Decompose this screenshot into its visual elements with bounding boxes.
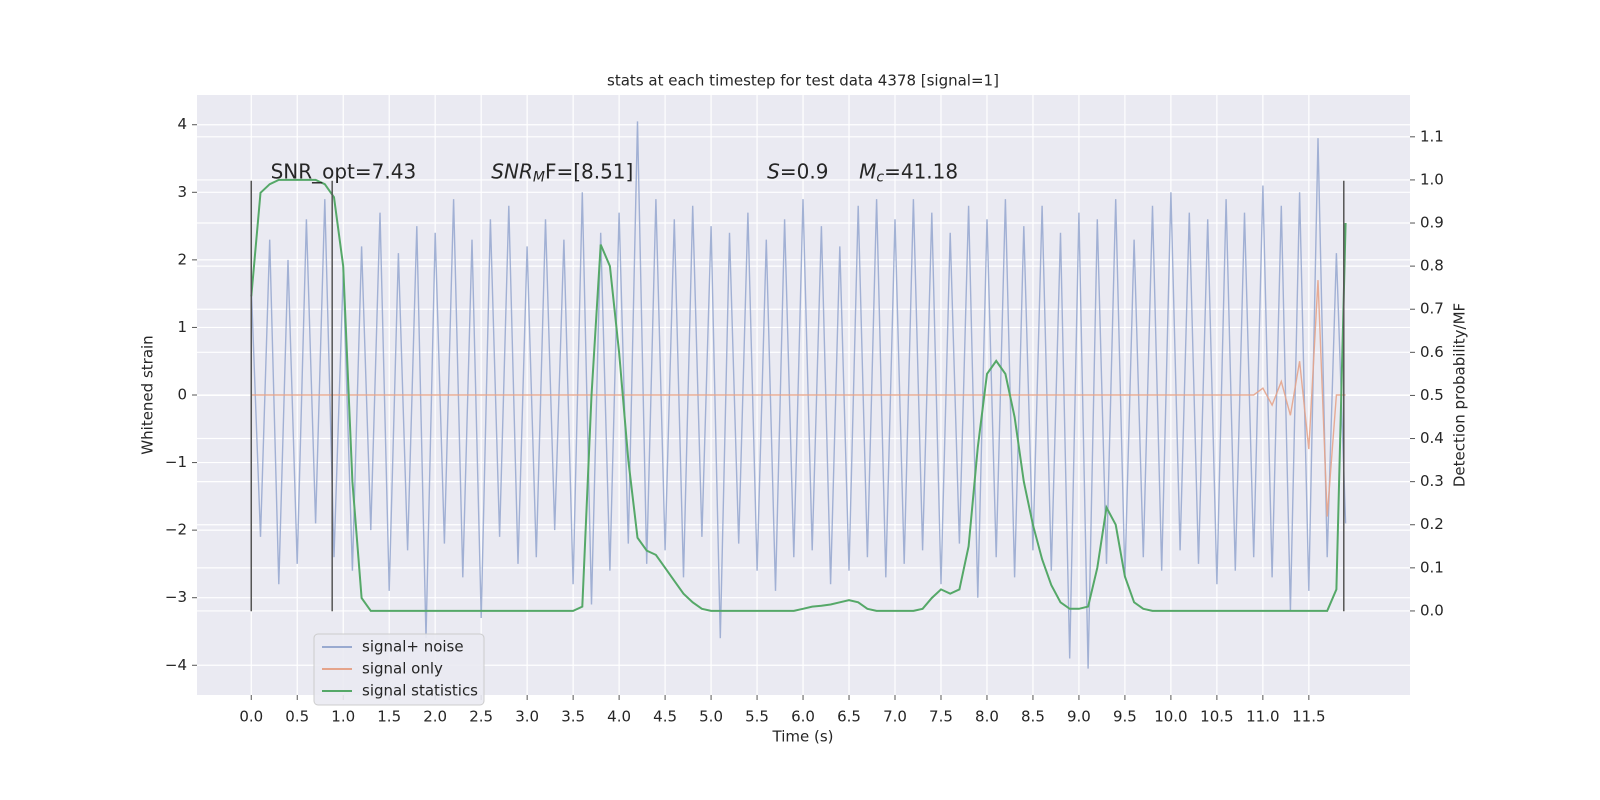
y2-tick-label: 1.1 — [1420, 127, 1444, 145]
annotation-part: =41.18 — [884, 159, 958, 183]
series-line — [250, 178, 1347, 612]
y2-tick-label: 0.6 — [1420, 343, 1444, 361]
annotation-part: S — [767, 159, 780, 183]
x-tick-label: 1.0 — [331, 708, 355, 726]
y-tick-label: −3 — [165, 588, 187, 606]
x-tick-label: 11.0 — [1246, 708, 1279, 726]
x-tick-label: 8.0 — [975, 708, 999, 726]
annotation-part: =0.9 — [780, 159, 829, 183]
y-tick-label: 2 — [177, 250, 187, 268]
y2-tick-label: 0.8 — [1420, 257, 1444, 275]
y-tick-label: −1 — [165, 453, 187, 471]
y2-tick-label: 0.4 — [1420, 429, 1444, 447]
x-tick-label: 5.0 — [699, 708, 723, 726]
y2-tick-label: 0.3 — [1420, 472, 1444, 490]
y2-tick-label: 0.5 — [1420, 386, 1444, 404]
x-tick-label: 8.5 — [1021, 708, 1045, 726]
x-tick-label: 6.0 — [791, 708, 815, 726]
x-tick-label: 11.5 — [1292, 708, 1325, 726]
annotation-part: SNR_opt=7.43 — [271, 159, 417, 183]
x-tick-label: 10.0 — [1154, 708, 1187, 726]
legend-label: signal only — [362, 660, 443, 678]
y-tick-label: 4 — [177, 115, 187, 133]
y2-tick-label: 0.7 — [1420, 300, 1444, 318]
x-tick-label: 3.5 — [561, 708, 585, 726]
legend-label: signal+ noise — [362, 638, 464, 656]
x-tick-label: 4.5 — [653, 708, 677, 726]
y2-tick-label: 0.9 — [1420, 214, 1444, 232]
y-axis-label: Whitened strain — [139, 335, 157, 454]
x-tick-label: 0.0 — [239, 708, 263, 726]
y2-tick-label: 1.0 — [1420, 170, 1444, 188]
x-tick-label: 0.5 — [285, 708, 309, 726]
x-tick-label: 9.0 — [1067, 708, 1091, 726]
x-tick-label: 5.5 — [745, 708, 769, 726]
x-tick-label: 7.0 — [883, 708, 907, 726]
x-tick-label: 7.5 — [929, 708, 953, 726]
y2-tick-label: 0.2 — [1420, 515, 1444, 533]
annotation: Mc=41.18 — [859, 159, 958, 186]
series-line — [251, 280, 1346, 517]
annotation: SNR_opt=7.43 — [271, 159, 417, 183]
y2-tick-label: 0.1 — [1420, 558, 1444, 576]
y2-axis-label: Detection probability/MF — [1451, 303, 1469, 487]
x-axis-label: Time (s) — [772, 728, 834, 746]
series-line — [250, 121, 1347, 669]
legend-box — [313, 633, 485, 706]
legend-label: signal statistics — [362, 682, 478, 700]
x-tick-label: 1.5 — [377, 708, 401, 726]
x-tick-label: 2.0 — [423, 708, 447, 726]
annotation-part: F=[8.51] — [545, 159, 633, 183]
annotation: SNRMF=[8.51] — [491, 159, 633, 186]
x-tick-label: 4.0 — [607, 708, 631, 726]
y-tick-label: 1 — [177, 318, 187, 336]
x-tick-label: 10.5 — [1200, 708, 1233, 726]
y-tick-label: 0 — [177, 386, 187, 404]
annotation-part: M — [533, 170, 545, 186]
y-tick-label: 3 — [177, 183, 187, 201]
annotation-part: M — [859, 159, 876, 183]
x-tick-label: 9.5 — [1113, 708, 1137, 726]
chart-title: stats at each timestep for test data 437… — [607, 72, 999, 90]
annotation-part: c — [876, 170, 884, 186]
y-tick-label: −2 — [165, 521, 187, 539]
x-tick-label: 6.5 — [837, 708, 861, 726]
x-tick-label: 2.5 — [469, 708, 493, 726]
y-tick-label: −4 — [165, 656, 187, 674]
annotation: S=0.9 — [767, 159, 828, 183]
x-tick-label: 3.0 — [515, 708, 539, 726]
annotation-part: SNR — [491, 159, 533, 183]
y2-tick-label: 0.0 — [1420, 601, 1444, 619]
